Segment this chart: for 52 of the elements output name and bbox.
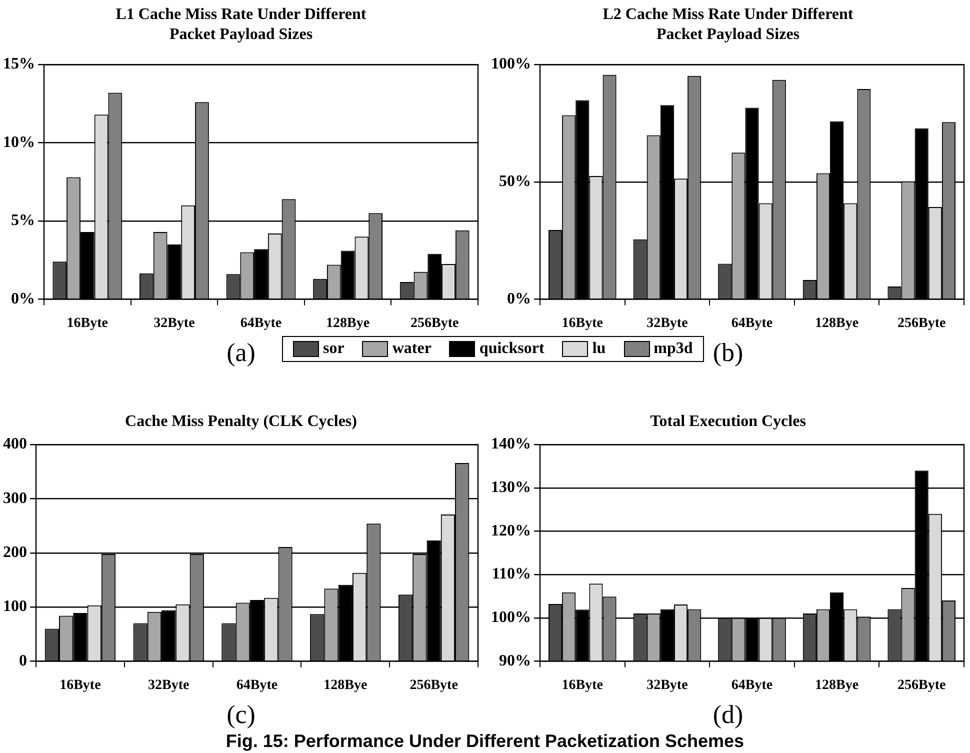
y-tick-label: 130% <box>491 479 531 496</box>
x-tick-label: 16Byte <box>562 678 604 694</box>
y-tick-label: 110% <box>492 566 531 583</box>
legend-label: water <box>392 340 432 358</box>
chart-title: Cache Miss Penalty (CLK Cycles) <box>125 412 357 432</box>
x-tick-label: 128Bye <box>324 678 368 694</box>
y-tick-label: 120% <box>491 522 531 540</box>
y-tick-label: 90% <box>499 652 531 670</box>
y-tick-label: 300 <box>3 490 27 507</box>
x-tick-label: 256Byte <box>897 316 946 332</box>
x-tick-label: 16Byte <box>66 316 108 332</box>
x-tick-label: 16Byte <box>562 316 604 332</box>
y-tick-label: 0% <box>507 290 531 308</box>
chart-title: L1 Cache Miss Rate Under Different Packet Payload Sizes <box>114 5 368 45</box>
x-tick-label: 32Byte <box>646 678 688 694</box>
y-tick-label: 400 <box>3 436 27 453</box>
legend-label: quicksort <box>479 340 544 358</box>
x-tick-label: 256Byte <box>410 316 459 332</box>
y-tick-label: 5% <box>11 212 35 230</box>
y-tick-label: 140% <box>491 436 531 453</box>
x-tick-label: 128Bye <box>326 316 370 332</box>
y-tick-label: 200 <box>3 544 27 562</box>
x-tick-label: 32Byte <box>154 316 195 332</box>
x-tick-label: 64Byte <box>236 678 278 694</box>
chart-title: Total Execution Cycles <box>650 412 806 432</box>
x-tick-label: 32Byte <box>148 678 190 694</box>
y-tick-label: 50% <box>499 173 531 190</box>
legend-label: sor <box>323 340 344 358</box>
x-tick-label: 256Byte <box>410 678 458 694</box>
legend-label: mp3d <box>654 340 693 358</box>
x-tick-label: 64Byte <box>731 316 773 332</box>
y-tick-label: 100 <box>3 598 27 616</box>
text: (a) <box>226 338 256 367</box>
x-tick-label: 64Byte <box>731 678 773 694</box>
x-tick-label: 64Byte <box>240 316 282 332</box>
chart-title: L2 Cache Miss Rate Under Different Packet Payload Sizes <box>602 5 854 45</box>
y-tick-label: 100% <box>491 609 531 626</box>
y-tick-label: 0% <box>11 290 35 308</box>
x-tick-label: 256Byte <box>897 678 946 694</box>
x-tick-label: 16Byte <box>60 678 101 694</box>
x-tick-label: 32Byte <box>646 316 688 332</box>
legend-label: lu <box>592 340 606 358</box>
x-tick-label: 128Bye <box>815 316 859 332</box>
text: (d) <box>712 700 744 730</box>
caption: Fig. 15: Performance Under Different Packetization Schemes <box>224 731 746 752</box>
y-tick-label: 15% <box>3 56 35 73</box>
y-tick-label: 0 <box>19 652 27 670</box>
x-tick-label: 128Bye <box>815 678 859 694</box>
text: (c) <box>226 700 256 730</box>
y-tick-label: 100% <box>491 56 531 73</box>
text: (b) <box>712 338 744 367</box>
y-tick-label: 10% <box>3 134 35 151</box>
